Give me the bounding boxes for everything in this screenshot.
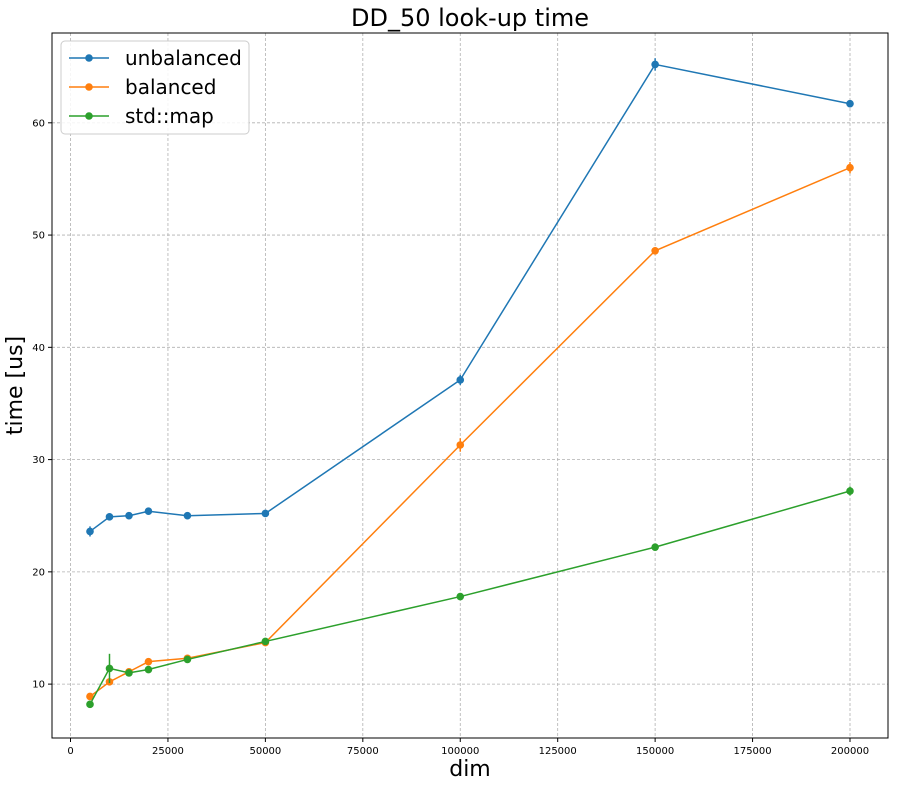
x-tick-label: 125000	[539, 746, 577, 757]
data-point	[651, 246, 659, 255]
legend-swatch-marker	[85, 54, 93, 62]
legend-swatch-marker	[85, 83, 93, 91]
data-point	[105, 513, 114, 521]
series-balanced	[86, 162, 854, 701]
y-tick-label: 30	[32, 455, 45, 466]
data-point	[261, 509, 270, 518]
series-unbalanced	[86, 58, 854, 537]
x-tick-label: 175000	[733, 746, 771, 757]
data-point	[105, 664, 114, 673]
data-point	[144, 657, 153, 666]
x-axis-label: dim	[449, 757, 491, 782]
data-point	[86, 700, 94, 709]
x-tick-label: 100000	[441, 746, 479, 757]
y-tick-label: 20	[32, 567, 45, 578]
data-point	[183, 511, 192, 520]
data-point	[456, 441, 465, 449]
data-point	[261, 637, 270, 646]
x-tick-label: 150000	[636, 746, 674, 757]
chart-title: DD_50 look-up time	[351, 4, 589, 32]
data-point	[86, 527, 94, 536]
legend-label: unbalanced	[125, 46, 242, 70]
x-tick-label: 25000	[152, 746, 184, 757]
data-point	[651, 543, 659, 551]
legend-item: balanced	[69, 75, 216, 99]
data-point	[86, 692, 94, 701]
ticks-layer: 0 25000 50000 75000 100000 125000 150000 175000…	[32, 118, 869, 757]
data-point	[183, 655, 192, 664]
grid-layer	[52, 33, 888, 738]
x-tick-label: 200000	[831, 746, 869, 757]
series-line	[89, 167, 851, 698]
plot-frame	[51, 32, 889, 739]
data-point	[846, 487, 854, 495]
legend-item: std::map	[69, 104, 214, 128]
series-line	[89, 490, 851, 705]
x-tick-label: 75000	[347, 746, 379, 757]
y-axis-label: time [us]	[3, 336, 28, 435]
data-point	[456, 376, 465, 384]
data-point	[846, 163, 854, 172]
y-tick-label: 50	[32, 231, 45, 242]
data-point	[144, 665, 153, 674]
series-layer	[86, 58, 854, 709]
data-point	[456, 592, 465, 601]
x-tick-label: 0	[67, 746, 73, 757]
legend-label: balanced	[125, 75, 216, 99]
data-point	[651, 60, 659, 69]
data-point	[125, 511, 133, 520]
legend-swatch-marker	[85, 112, 93, 120]
y-tick-label: 60	[32, 118, 45, 129]
legend-item: unbalanced	[69, 46, 242, 70]
y-tick-label: 40	[32, 343, 45, 354]
series-std::map	[86, 486, 854, 709]
data-point	[125, 669, 133, 677]
legend-box	[60, 40, 250, 135]
legend-label: std::map	[125, 104, 214, 128]
y-tick-label: 10	[32, 680, 45, 691]
x-tick-label: 50000	[249, 746, 281, 757]
data-point	[846, 99, 854, 108]
data-point	[144, 507, 153, 516]
